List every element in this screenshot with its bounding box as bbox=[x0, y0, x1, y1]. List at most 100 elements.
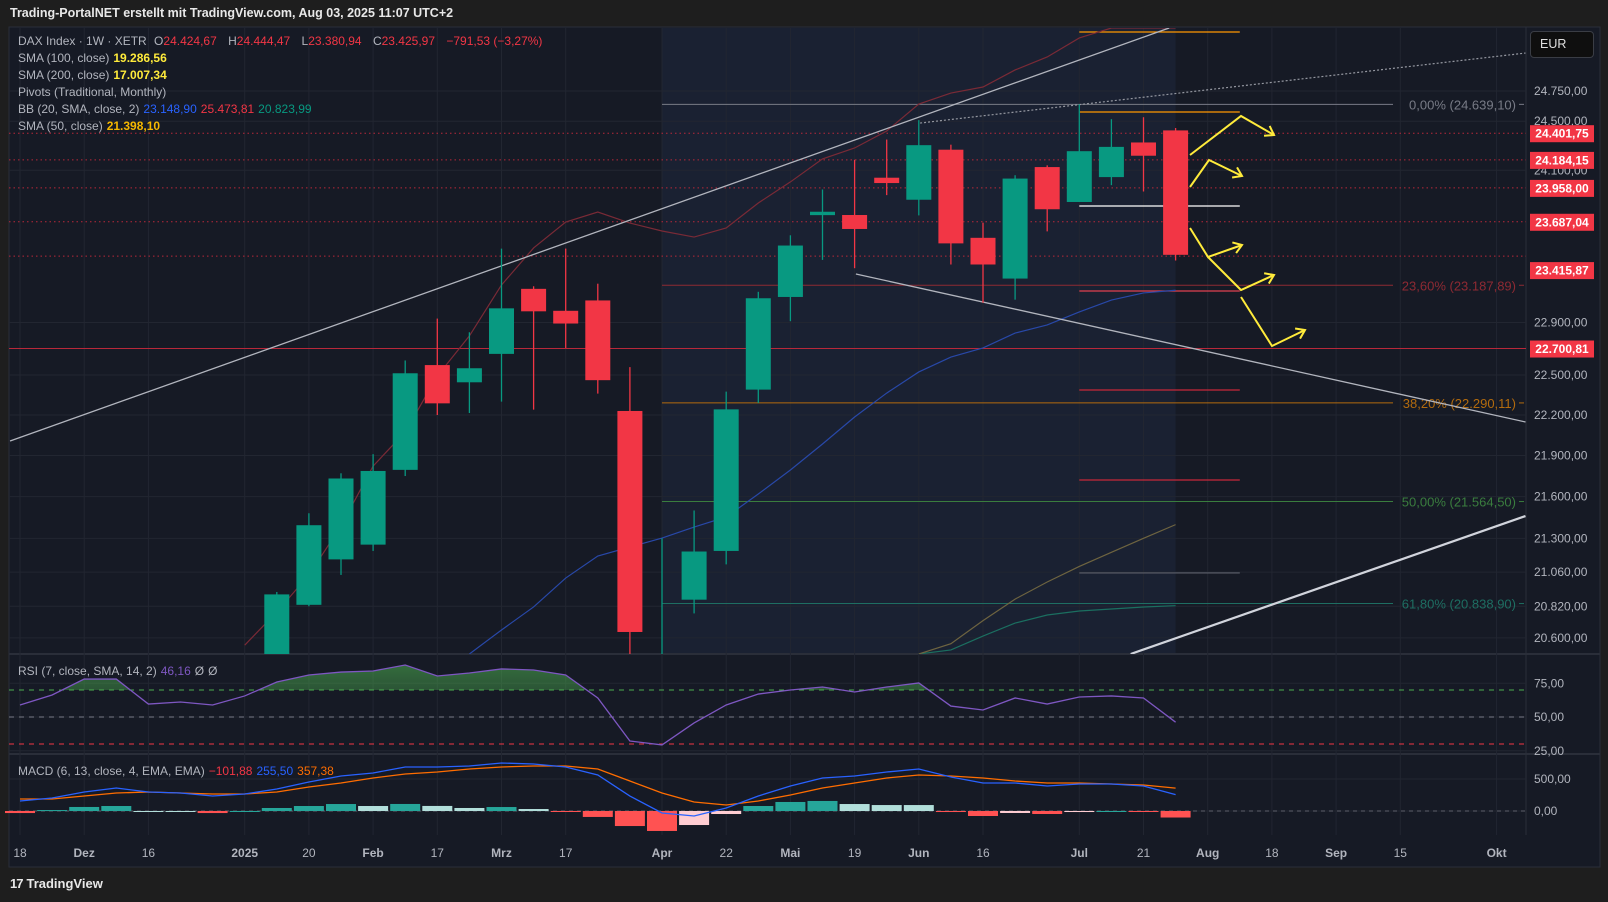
arrow-drawing[interactable] bbox=[1189, 158, 1243, 188]
macd-histogram-bar bbox=[454, 807, 485, 811]
macd-signal-value: 357,38 bbox=[297, 764, 334, 778]
bb-basis-line bbox=[469, 289, 1176, 654]
candle[interactable] bbox=[1066, 104, 1092, 202]
pivots-legend[interactable]: Pivots (Traditional, Monthly) bbox=[18, 85, 170, 99]
descending-trendline[interactable] bbox=[855, 273, 1526, 423]
candle[interactable] bbox=[1163, 127, 1189, 261]
macd-histogram-bar bbox=[1032, 811, 1063, 815]
candle[interactable] bbox=[681, 510, 707, 614]
rsi-line bbox=[19, 664, 1176, 746]
macd-axis-label: 500,00 bbox=[1534, 772, 1571, 786]
time-axis-label: 21 bbox=[1137, 846, 1151, 860]
sma200-legend[interactable]: SMA (200, close) 17.007,34 bbox=[18, 68, 171, 82]
candle[interactable] bbox=[456, 332, 482, 413]
pivot-price-label: 24.184,15 bbox=[1535, 153, 1589, 167]
candle-body bbox=[553, 310, 579, 324]
sma50-value: 21.398,10 bbox=[106, 119, 161, 133]
upper-trendline[interactable] bbox=[9, 28, 1170, 442]
candle[interactable] bbox=[1034, 165, 1060, 232]
candle[interactable] bbox=[617, 367, 643, 654]
macd-label: MACD (6, 13, close, 4, EMA, EMA) bbox=[18, 764, 205, 778]
candle-body bbox=[521, 288, 547, 312]
bb-legend[interactable]: BB (20, SMA, close, 2) 23.148,90 25.473,81… bbox=[18, 102, 316, 116]
candle-body bbox=[489, 308, 514, 354]
bb-lower-value: 20.823,99 bbox=[258, 102, 312, 116]
currency-button[interactable]: EUR bbox=[1530, 31, 1594, 58]
price-axis-label: 20.600,00 bbox=[1534, 631, 1588, 645]
macd-histogram-bar bbox=[1128, 811, 1159, 812]
arrow-drawing[interactable] bbox=[1207, 256, 1275, 292]
time-axis-label: Jun bbox=[908, 846, 929, 860]
pivot-price-label-bg bbox=[1530, 213, 1594, 231]
price-axis-label: 24.750,00 bbox=[1534, 84, 1588, 98]
pivots-label: Pivots (Traditional, Monthly) bbox=[18, 85, 167, 99]
macd-legend[interactable]: MACD (6, 13, close, 4, EMA, EMA) −101,88 2… bbox=[18, 764, 338, 778]
macd-histogram-bar bbox=[1096, 811, 1127, 812]
fib-level-label: 50,00% (21.564,50) bbox=[1402, 495, 1516, 510]
candle[interactable] bbox=[424, 318, 450, 415]
pivot-price-label-bg bbox=[1530, 151, 1594, 169]
candle[interactable] bbox=[713, 391, 739, 565]
candle[interactable] bbox=[521, 286, 547, 410]
candle[interactable] bbox=[296, 513, 322, 607]
candle-body bbox=[328, 478, 354, 560]
candle[interactable] bbox=[777, 235, 803, 322]
macd-histogram-bar bbox=[968, 811, 998, 816]
sma50-label: SMA (50, close) bbox=[18, 119, 103, 133]
candle[interactable] bbox=[1098, 119, 1124, 186]
macd-histogram-bar bbox=[775, 801, 806, 811]
macd-signal-line bbox=[20, 765, 1176, 806]
candle[interactable] bbox=[970, 222, 996, 303]
time-axis-label: Okt bbox=[1487, 846, 1507, 860]
arrow-head-icon bbox=[1231, 166, 1244, 179]
macd-hist-value: −101,88 bbox=[208, 764, 253, 778]
candle[interactable] bbox=[745, 291, 771, 403]
sma50-legend[interactable]: SMA (50, close) 21.398,10 bbox=[18, 119, 164, 133]
arrow-drawing[interactable] bbox=[1189, 114, 1275, 156]
candle[interactable] bbox=[810, 189, 835, 260]
pivot-price-label: 23.687,04 bbox=[1535, 215, 1589, 229]
rsi-legend[interactable]: RSI (7, close, SMA, 14, 2) 46,16 Ø Ø bbox=[18, 664, 221, 678]
candle[interactable] bbox=[328, 473, 354, 575]
candle[interactable] bbox=[842, 159, 868, 269]
candle[interactable] bbox=[874, 139, 900, 196]
candle[interactable] bbox=[360, 454, 386, 551]
candle[interactable] bbox=[392, 360, 418, 477]
macd-histogram-bar bbox=[550, 811, 581, 812]
candle-body bbox=[456, 368, 482, 383]
symbol-name[interactable]: DAX Index · 1W · XETR bbox=[18, 34, 147, 48]
candle[interactable] bbox=[264, 591, 290, 654]
macd-histogram-bar bbox=[390, 803, 421, 811]
pivot-price-label: 23.958,00 bbox=[1535, 181, 1589, 195]
tradingview-footer[interactable]: 17 TradingView bbox=[10, 876, 103, 891]
macd-histogram-bar bbox=[711, 811, 742, 815]
candle[interactable] bbox=[1002, 175, 1028, 300]
macd-histogram-bar bbox=[743, 806, 774, 811]
candle[interactable] bbox=[553, 248, 579, 348]
candle[interactable] bbox=[585, 283, 611, 394]
macd-histogram-bar bbox=[358, 806, 389, 811]
macd-histogram-bar bbox=[839, 804, 870, 811]
macd-histogram-bar bbox=[807, 800, 838, 811]
macd-histogram-bar bbox=[871, 805, 902, 811]
candle[interactable] bbox=[489, 248, 514, 402]
candle[interactable] bbox=[938, 144, 964, 265]
candle-body bbox=[745, 298, 771, 390]
arrow-head-icon bbox=[1263, 125, 1276, 137]
time-axis-label: 18 bbox=[13, 846, 27, 860]
candle[interactable] bbox=[1131, 117, 1156, 192]
candle-body bbox=[970, 237, 996, 265]
candle-body bbox=[906, 145, 932, 200]
candle-body bbox=[1098, 146, 1124, 178]
bb-basis-value: 23.148,90 bbox=[143, 102, 197, 116]
dotted-trendline[interactable] bbox=[920, 52, 1526, 124]
sma200-label: SMA (200, close) bbox=[18, 68, 110, 82]
fib-level-label: 38,20% (22.290,11) bbox=[1403, 396, 1516, 411]
candle-body bbox=[842, 215, 868, 229]
candle-body bbox=[617, 410, 643, 632]
arrow-drawing[interactable] bbox=[1240, 296, 1306, 348]
sma100-legend[interactable]: SMA (100, close) 19.286,56 bbox=[18, 51, 171, 65]
candle[interactable] bbox=[906, 120, 932, 216]
ascending-support-line[interactable] bbox=[1130, 514, 1526, 654]
